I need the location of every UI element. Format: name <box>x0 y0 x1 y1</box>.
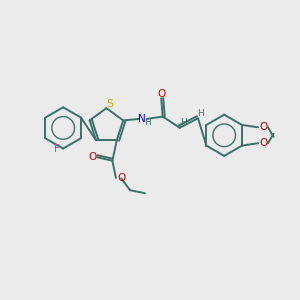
Text: F: F <box>54 143 60 154</box>
Text: N: N <box>139 114 146 124</box>
Text: O: O <box>260 138 268 148</box>
Text: S: S <box>107 99 114 110</box>
Text: O: O <box>88 152 96 162</box>
Text: O: O <box>260 122 268 132</box>
Text: H: H <box>144 118 151 127</box>
Text: H: H <box>197 109 204 118</box>
Text: H: H <box>181 118 187 127</box>
Text: O: O <box>157 88 165 99</box>
Text: O: O <box>117 173 126 183</box>
